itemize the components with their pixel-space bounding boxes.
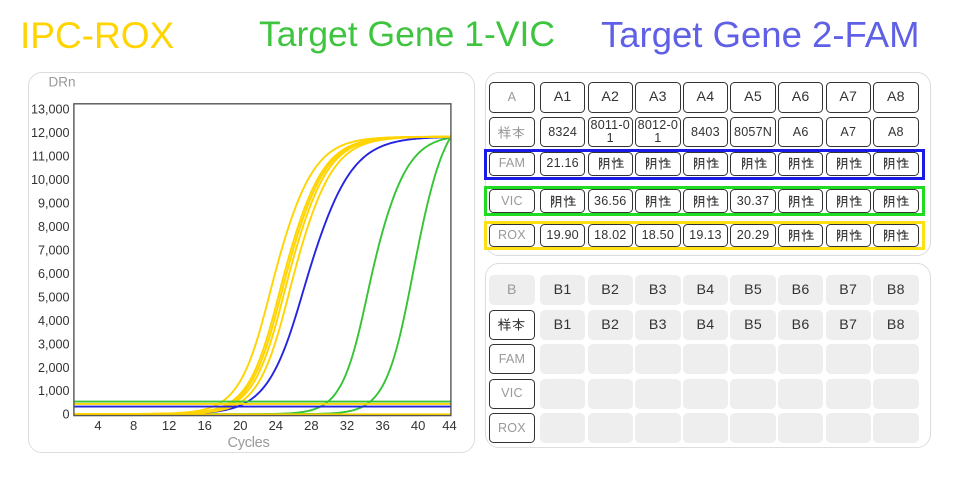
svg-text:10,000: 10,000	[30, 173, 69, 187]
svg-text:44: 44	[442, 418, 456, 433]
svg-text:40: 40	[410, 418, 424, 433]
svg-text:24: 24	[268, 418, 282, 433]
svg-text:6,000: 6,000	[37, 267, 69, 281]
svg-text:36: 36	[375, 418, 389, 433]
svg-text:2,000: 2,000	[37, 361, 69, 375]
svg-text:Cycles: Cycles	[227, 435, 269, 451]
svg-text:28: 28	[304, 418, 318, 433]
svg-text:20: 20	[233, 418, 247, 433]
svg-text:9,000: 9,000	[37, 197, 69, 211]
svg-text:DRn: DRn	[48, 75, 75, 90]
svg-text:5,000: 5,000	[37, 290, 69, 304]
svg-text:16: 16	[197, 418, 211, 433]
svg-text:8,000: 8,000	[37, 220, 69, 234]
svg-text:7,000: 7,000	[37, 244, 69, 258]
svg-text:1,000: 1,000	[37, 384, 69, 398]
svg-text:13,000: 13,000	[30, 103, 69, 117]
svg-text:8: 8	[129, 418, 136, 433]
svg-text:12,000: 12,000	[30, 126, 69, 140]
svg-text:12: 12	[161, 418, 175, 433]
svg-text:0: 0	[62, 408, 69, 422]
svg-text:3,000: 3,000	[37, 337, 69, 351]
svg-text:32: 32	[339, 418, 353, 433]
svg-text:4: 4	[94, 418, 101, 433]
svg-text:11,000: 11,000	[31, 150, 69, 164]
svg-text:4,000: 4,000	[37, 314, 69, 328]
